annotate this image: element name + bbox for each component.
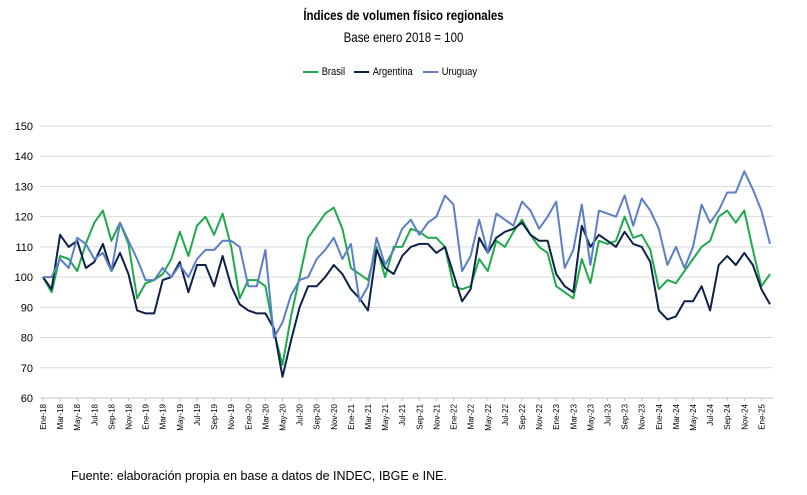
x-tick-label: Ene-19 <box>142 403 151 429</box>
x-tick-label: Nov-19 <box>227 403 236 429</box>
legend-label-brasil: Brasil <box>321 66 346 78</box>
x-axis: Ene-18 Mar-18 May-18 Jul-18 Sep-18 Nov-18 Ene-… <box>39 397 773 431</box>
x-tick-label: Ene-24 <box>655 403 664 429</box>
x-tick-label: Ene-18 <box>39 403 48 429</box>
x-tick-label: Mar-24 <box>672 403 681 429</box>
x-tick-label: Ene-23 <box>552 403 561 429</box>
x-tick-label: May-23 <box>586 403 595 430</box>
y-tick-label: 70 <box>21 363 33 375</box>
legend-item-argentina: Argentina <box>354 66 413 78</box>
x-tick-label: Jul-19 <box>193 403 202 425</box>
legend-item-uruguay: Uruguay <box>423 66 477 78</box>
x-tick-label: May-18 <box>73 403 82 430</box>
series-line-brasil <box>42 206 771 366</box>
x-tick-label: May-20 <box>278 403 287 430</box>
x-tick-label: Nov-20 <box>330 403 339 429</box>
y-tick-label: 140 <box>15 151 33 163</box>
x-tick-label: Ene-22 <box>450 403 459 429</box>
legend-label-argentina: Argentina <box>372 66 413 78</box>
y-tick-label: 90 <box>21 302 33 314</box>
x-tick-label: Sep-21 <box>415 403 424 429</box>
x-tick-label: Mar-23 <box>569 403 578 429</box>
legend-swatch-brasil <box>303 71 319 73</box>
y-tick-label: 150 <box>15 121 33 133</box>
x-tick-label: Ene-20 <box>244 403 253 429</box>
x-tick-label: Jul-22 <box>501 403 510 425</box>
x-tick-label: Mar-21 <box>364 403 373 429</box>
x-tick-label: Nov-23 <box>638 403 647 429</box>
x-tick-label: Mar-18 <box>56 403 65 429</box>
x-tick-label: Nov-21 <box>432 403 441 429</box>
y-tick-label: 100 <box>15 272 33 284</box>
legend-item-brasil: Brasil <box>303 66 345 78</box>
x-tick-label: Sep-18 <box>107 403 116 429</box>
legend-swatch-argentina <box>354 71 370 73</box>
x-tick-label: May-21 <box>381 403 390 430</box>
y-tick-label: 60 <box>21 393 33 405</box>
y-tick-label: 110 <box>15 242 33 254</box>
x-tick-label: Jul-20 <box>296 403 305 425</box>
x-tick-label: Sep-24 <box>723 403 732 429</box>
chart-title: Índices de volumen físico regionales <box>303 7 504 23</box>
x-tick-label: Jul-23 <box>603 403 612 425</box>
chart-legend: Brasil Argentina Uruguay <box>0 66 807 82</box>
x-tick-label: Sep-22 <box>518 403 527 429</box>
x-tick-label: Sep-20 <box>313 403 322 429</box>
x-tick-label: May-19 <box>176 403 185 430</box>
series-line-uruguay <box>43 170 771 339</box>
x-tick-label: Nov-22 <box>535 403 544 429</box>
grid-lines <box>40 125 773 399</box>
x-tick-label: May-24 <box>689 403 698 430</box>
legend-label-uruguay: Uruguay <box>441 66 478 78</box>
x-tick-label: Nov-18 <box>125 403 134 429</box>
x-tick-label: Sep-23 <box>621 403 630 429</box>
y-tick-label: 120 <box>15 212 33 224</box>
series-lines <box>42 170 771 378</box>
x-tick-label: Mar-22 <box>467 403 476 429</box>
y-axis: 60 70 80 90 100 110 120 130 140 150 <box>15 121 33 405</box>
x-tick-label: Jul-24 <box>706 403 715 425</box>
y-tick-label: 130 <box>15 181 33 193</box>
x-tick-label: Nov-24 <box>740 403 749 429</box>
x-tick-label: Sep-19 <box>210 403 219 429</box>
x-tick-label: Jul-21 <box>398 403 407 425</box>
chart-subtitle: Base enero 2018 = 100 <box>343 29 464 45</box>
x-tick-label: Ene-25 <box>757 403 766 429</box>
series-line-argentina <box>42 221 771 378</box>
x-tick-label: Mar-19 <box>159 403 168 429</box>
y-tick-label: 80 <box>21 333 33 345</box>
source-note: Fuente: elaboración propia en base a dat… <box>71 469 447 483</box>
x-tick-label: Mar-20 <box>261 403 270 429</box>
x-tick-label: Jul-18 <box>90 403 99 425</box>
x-tick-label: Ene-21 <box>347 403 356 429</box>
legend-swatch-uruguay <box>423 71 439 73</box>
x-tick-label: May-22 <box>484 403 493 430</box>
